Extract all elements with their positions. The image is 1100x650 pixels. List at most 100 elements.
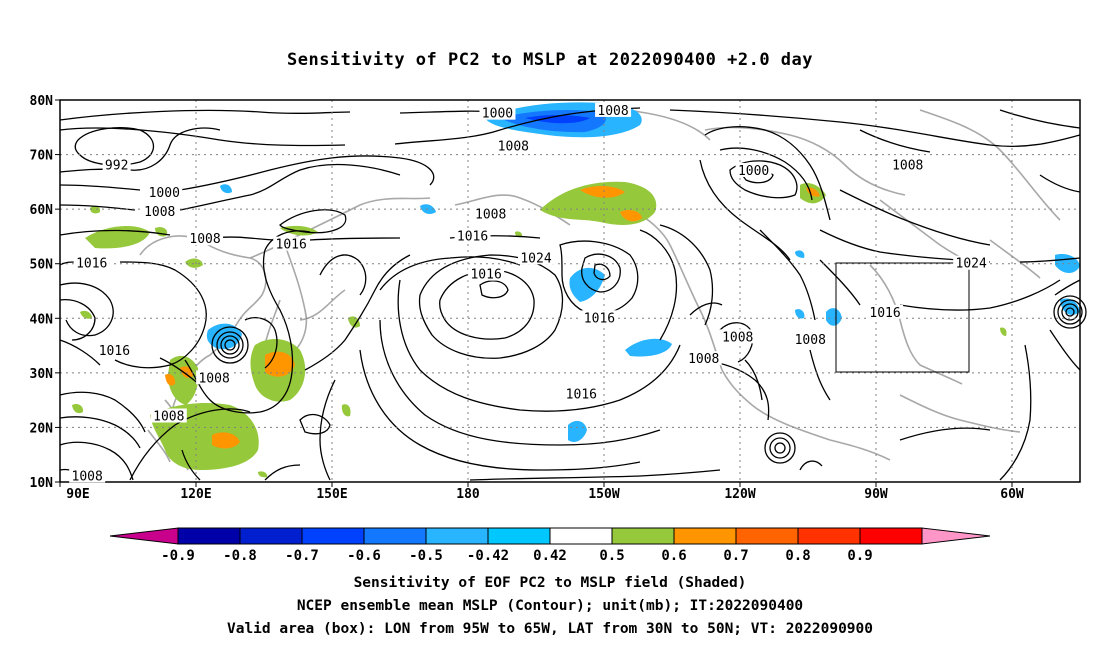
colorbar-segment bbox=[239, 527, 303, 545]
contour-label-bg bbox=[69, 468, 106, 483]
colorbar-segment bbox=[301, 527, 365, 545]
contour-label: 1008 bbox=[475, 208, 506, 223]
lon-tick-label: 180 bbox=[456, 487, 480, 502]
contour-label: 1016 bbox=[584, 311, 615, 326]
contour-label-bg bbox=[518, 250, 554, 265]
colorbar: -0.9 -0.8 -0.7 -0.6 -0.5 -0.42 0.42 0.5 0.6 0.7 0.… bbox=[109, 527, 991, 564]
lat-tick-label: 60N bbox=[30, 203, 54, 218]
latitude-axis: 80N 70N 60N 50N 40N 30N 20N 10N bbox=[30, 94, 60, 491]
contour-label: 1000 bbox=[149, 186, 180, 201]
colorbar-label: 0.7 bbox=[723, 548, 748, 564]
colorbar-segment bbox=[425, 527, 489, 545]
contour-label: 1008 bbox=[153, 410, 184, 425]
contour-label-bg bbox=[495, 138, 532, 153]
contour-label: 1016 bbox=[276, 238, 307, 253]
lon-tick-label: 60W bbox=[1000, 487, 1024, 502]
contour-label: 1008 bbox=[722, 330, 753, 345]
contour-label: 1008 bbox=[892, 158, 923, 173]
contour-label-bg bbox=[867, 304, 904, 319]
lat-tick-label: 70N bbox=[30, 149, 54, 164]
contour-label: 1008 bbox=[498, 139, 529, 154]
contour-label-bg bbox=[719, 329, 756, 344]
contour-label-bg bbox=[146, 184, 183, 199]
longitude-axis: 90E 120E 150E 180 150W 120W 90W 60W bbox=[59, 482, 1024, 502]
caption-valid-area: Valid area (box): LON from 95W to 65W, L… bbox=[226, 621, 873, 637]
colorbar-upper-arrow bbox=[921, 527, 991, 545]
contour-label-bg bbox=[563, 386, 600, 401]
contour-label: 1016 bbox=[566, 388, 597, 403]
lon-tick-label: 120W bbox=[724, 487, 755, 502]
contour-label: 1016 bbox=[470, 268, 501, 283]
caption-contour: NCEP ensemble mean MSLP (Contour); unit(… bbox=[296, 598, 804, 614]
lon-tick-label: 90E bbox=[66, 487, 89, 502]
colorbar-segment bbox=[797, 527, 861, 545]
contour-label: 1024 bbox=[520, 251, 551, 266]
contour-label: 1008 bbox=[597, 104, 628, 119]
contour-label: 1008 bbox=[688, 352, 719, 367]
colorbar-label: -0.9 bbox=[161, 548, 195, 564]
lon-tick-label: 90W bbox=[864, 487, 888, 502]
colorbar-segment bbox=[611, 527, 675, 545]
contour-label: 1000 bbox=[482, 107, 513, 122]
contour-label-bg bbox=[595, 102, 632, 117]
colorbar-label: -0.7 bbox=[285, 548, 319, 564]
contour-label-bg bbox=[472, 206, 509, 221]
contour-label-bg bbox=[102, 157, 131, 172]
valid-area-box bbox=[835, 262, 970, 373]
contour-label-bg bbox=[953, 255, 990, 270]
contour-label: 1016 bbox=[457, 229, 488, 244]
lat-tick-label: 50N bbox=[30, 258, 54, 273]
colorbar-label: 0.6 bbox=[661, 548, 686, 564]
colorbar-label: -0.5 bbox=[409, 548, 443, 564]
contour-label: 1016 bbox=[76, 257, 107, 272]
colorbar-segment bbox=[673, 527, 737, 545]
contour-label-bg bbox=[468, 266, 505, 281]
contour-label: 1008 bbox=[144, 205, 175, 220]
colorbar-segment bbox=[735, 527, 799, 545]
contour-label: 1024 bbox=[956, 257, 987, 272]
contour-label-bg bbox=[150, 408, 187, 423]
contour-label: 1008 bbox=[198, 371, 229, 386]
contour-label: 1016 bbox=[869, 306, 900, 321]
contour-label: 1008 bbox=[72, 470, 103, 485]
colorbar-segment bbox=[859, 527, 923, 545]
contour-label-bg bbox=[792, 332, 829, 347]
colorbar-lower-arrow bbox=[109, 527, 179, 545]
lat-tick-label: 80N bbox=[30, 94, 54, 109]
contour-label-bg bbox=[735, 162, 772, 177]
map-title: Sensitivity of PC2 to MSLP at 2022090400… bbox=[286, 50, 813, 70]
contour-label: 992 bbox=[105, 158, 128, 173]
contour-label-bg bbox=[187, 231, 224, 246]
colorbar-label: -0.42 bbox=[467, 548, 509, 564]
caption-shading: Sensitivity of EOF PC2 to MSLP field (Sh… bbox=[353, 575, 747, 591]
contour-label-bg bbox=[196, 370, 233, 385]
contour-label: 1008 bbox=[189, 232, 220, 247]
contour-label: 1000 bbox=[738, 164, 769, 179]
contour-label-bg bbox=[273, 236, 310, 251]
contour-label-bg bbox=[889, 157, 926, 172]
colorbar-label: 0.8 bbox=[785, 548, 810, 564]
contour-label-bg bbox=[73, 255, 110, 270]
colorbar-segment bbox=[549, 527, 613, 545]
lat-tick-label: 40N bbox=[30, 312, 54, 327]
map-frame bbox=[59, 99, 1081, 483]
sensitivity-shading bbox=[72, 102, 1080, 478]
lat-tick-label: 10N bbox=[30, 476, 54, 491]
lon-tick-label: 150E bbox=[316, 487, 347, 502]
lon-tick-label: 150W bbox=[588, 487, 619, 502]
contour-label-bg bbox=[479, 105, 516, 120]
colorbar-segment bbox=[177, 527, 241, 545]
colorbar-label: 0.5 bbox=[599, 548, 624, 564]
lat-tick-label: 30N bbox=[30, 367, 54, 382]
contour-label-bg bbox=[685, 351, 722, 366]
contour-label: 1008 bbox=[795, 333, 826, 348]
colorbar-segment bbox=[487, 527, 551, 545]
contour-label-bg bbox=[581, 310, 618, 325]
colorbar-segment bbox=[363, 527, 427, 545]
colorbar-label: 0.9 bbox=[847, 548, 872, 564]
contour-label-bg bbox=[141, 203, 178, 218]
colorbar-label: -0.8 bbox=[223, 548, 257, 564]
lon-tick-label: 120E bbox=[180, 487, 211, 502]
colorbar-label: -0.6 bbox=[347, 548, 381, 564]
